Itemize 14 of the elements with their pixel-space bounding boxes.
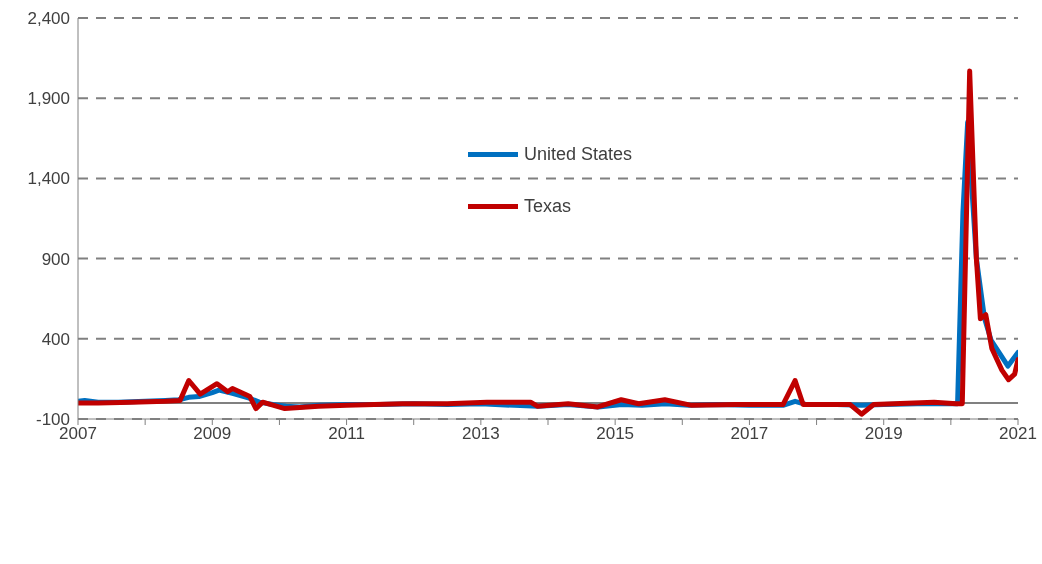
x-tick-label: 2009 bbox=[193, 424, 232, 444]
y-tick-label: 2,400 bbox=[27, 9, 70, 29]
y-tick-label: 400 bbox=[41, 329, 70, 349]
legend-label: United States bbox=[524, 143, 633, 165]
x-tick-label: 2013 bbox=[461, 424, 500, 444]
x-tick-label: 2011 bbox=[328, 424, 365, 444]
x-tick-label: 2019 bbox=[864, 424, 903, 444]
legend-label: Texas bbox=[524, 195, 572, 217]
y-tick-label: 900 bbox=[41, 249, 70, 269]
x-tick-label: 2021 bbox=[999, 424, 1037, 444]
y-tick-label: 1,900 bbox=[27, 89, 70, 109]
y-tick-label: 1,400 bbox=[27, 169, 70, 189]
x-tick-label: 2015 bbox=[596, 424, 635, 444]
x-tick-label: 2017 bbox=[730, 424, 769, 444]
